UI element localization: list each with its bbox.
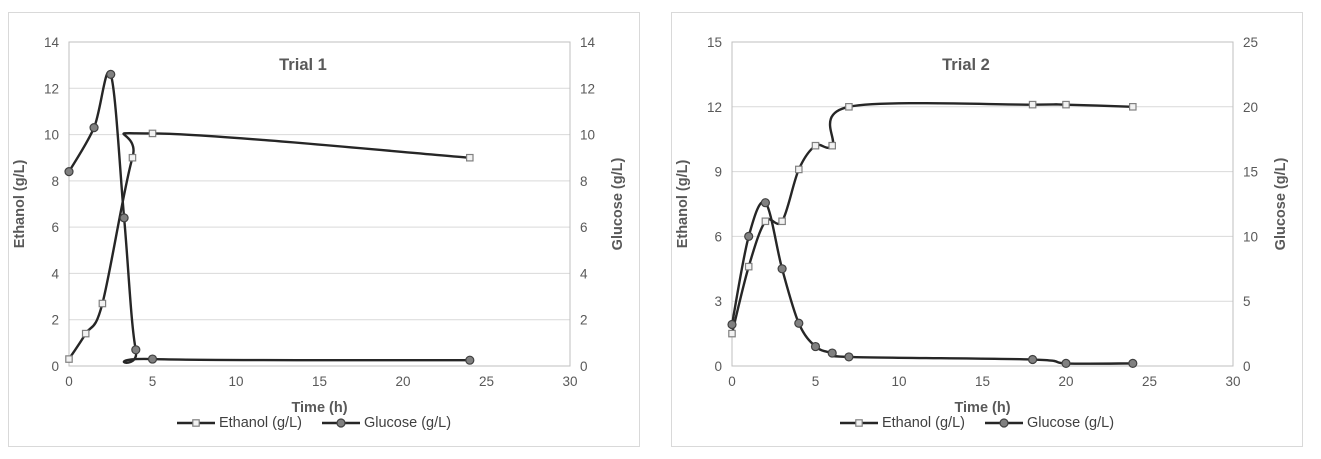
svg-text:8: 8 bbox=[580, 174, 588, 189]
svg-text:Ethanol (g/L): Ethanol (g/L) bbox=[12, 160, 28, 249]
svg-text:6: 6 bbox=[714, 229, 722, 244]
svg-text:25: 25 bbox=[1142, 374, 1157, 389]
svg-text:14: 14 bbox=[580, 35, 596, 50]
svg-text:6: 6 bbox=[51, 220, 59, 235]
svg-text:8: 8 bbox=[51, 174, 59, 189]
svg-text:12: 12 bbox=[707, 100, 722, 115]
svg-text:0: 0 bbox=[65, 374, 73, 389]
svg-text:5: 5 bbox=[149, 374, 157, 389]
svg-text:10: 10 bbox=[1243, 229, 1258, 244]
svg-text:0: 0 bbox=[728, 374, 736, 389]
svg-text:Ethanol (g/L): Ethanol (g/L) bbox=[675, 160, 691, 249]
svg-text:15: 15 bbox=[312, 374, 327, 389]
svg-text:20: 20 bbox=[395, 374, 410, 389]
svg-text:15: 15 bbox=[707, 35, 722, 50]
svg-text:6: 6 bbox=[580, 220, 588, 235]
svg-text:9: 9 bbox=[714, 165, 722, 180]
svg-text:Glucose (g/L): Glucose (g/L) bbox=[1273, 158, 1289, 251]
svg-text:25: 25 bbox=[479, 374, 494, 389]
svg-text:0: 0 bbox=[51, 359, 59, 374]
svg-text:2: 2 bbox=[51, 313, 59, 328]
svg-text:15: 15 bbox=[975, 374, 990, 389]
svg-text:15: 15 bbox=[1243, 165, 1258, 180]
svg-text:30: 30 bbox=[562, 374, 577, 389]
svg-text:4: 4 bbox=[580, 266, 588, 281]
svg-text:2: 2 bbox=[580, 313, 588, 328]
svg-text:12: 12 bbox=[44, 81, 59, 96]
svg-text:4: 4 bbox=[51, 266, 59, 281]
svg-text:0: 0 bbox=[580, 359, 588, 374]
svg-text:14: 14 bbox=[44, 35, 60, 50]
svg-text:Time (h): Time (h) bbox=[291, 400, 347, 416]
svg-text:3: 3 bbox=[714, 294, 722, 309]
svg-text:0: 0 bbox=[714, 359, 722, 374]
svg-text:20: 20 bbox=[1058, 374, 1073, 389]
svg-text:20: 20 bbox=[1243, 100, 1258, 115]
svg-text:10: 10 bbox=[228, 374, 243, 389]
svg-text:25: 25 bbox=[1243, 35, 1258, 50]
svg-text:30: 30 bbox=[1225, 374, 1240, 389]
svg-text:10: 10 bbox=[891, 374, 906, 389]
svg-text:Trial 2: Trial 2 bbox=[942, 56, 990, 74]
svg-text:5: 5 bbox=[812, 374, 820, 389]
svg-text:12: 12 bbox=[580, 81, 595, 96]
svg-text:Glucose (g/L): Glucose (g/L) bbox=[610, 158, 626, 251]
svg-text:Trial 1: Trial 1 bbox=[279, 56, 327, 74]
svg-text:5: 5 bbox=[1243, 294, 1251, 309]
svg-text:0: 0 bbox=[1243, 359, 1251, 374]
svg-text:10: 10 bbox=[580, 128, 595, 143]
svg-text:10: 10 bbox=[44, 128, 59, 143]
svg-text:Time (h): Time (h) bbox=[954, 400, 1010, 416]
